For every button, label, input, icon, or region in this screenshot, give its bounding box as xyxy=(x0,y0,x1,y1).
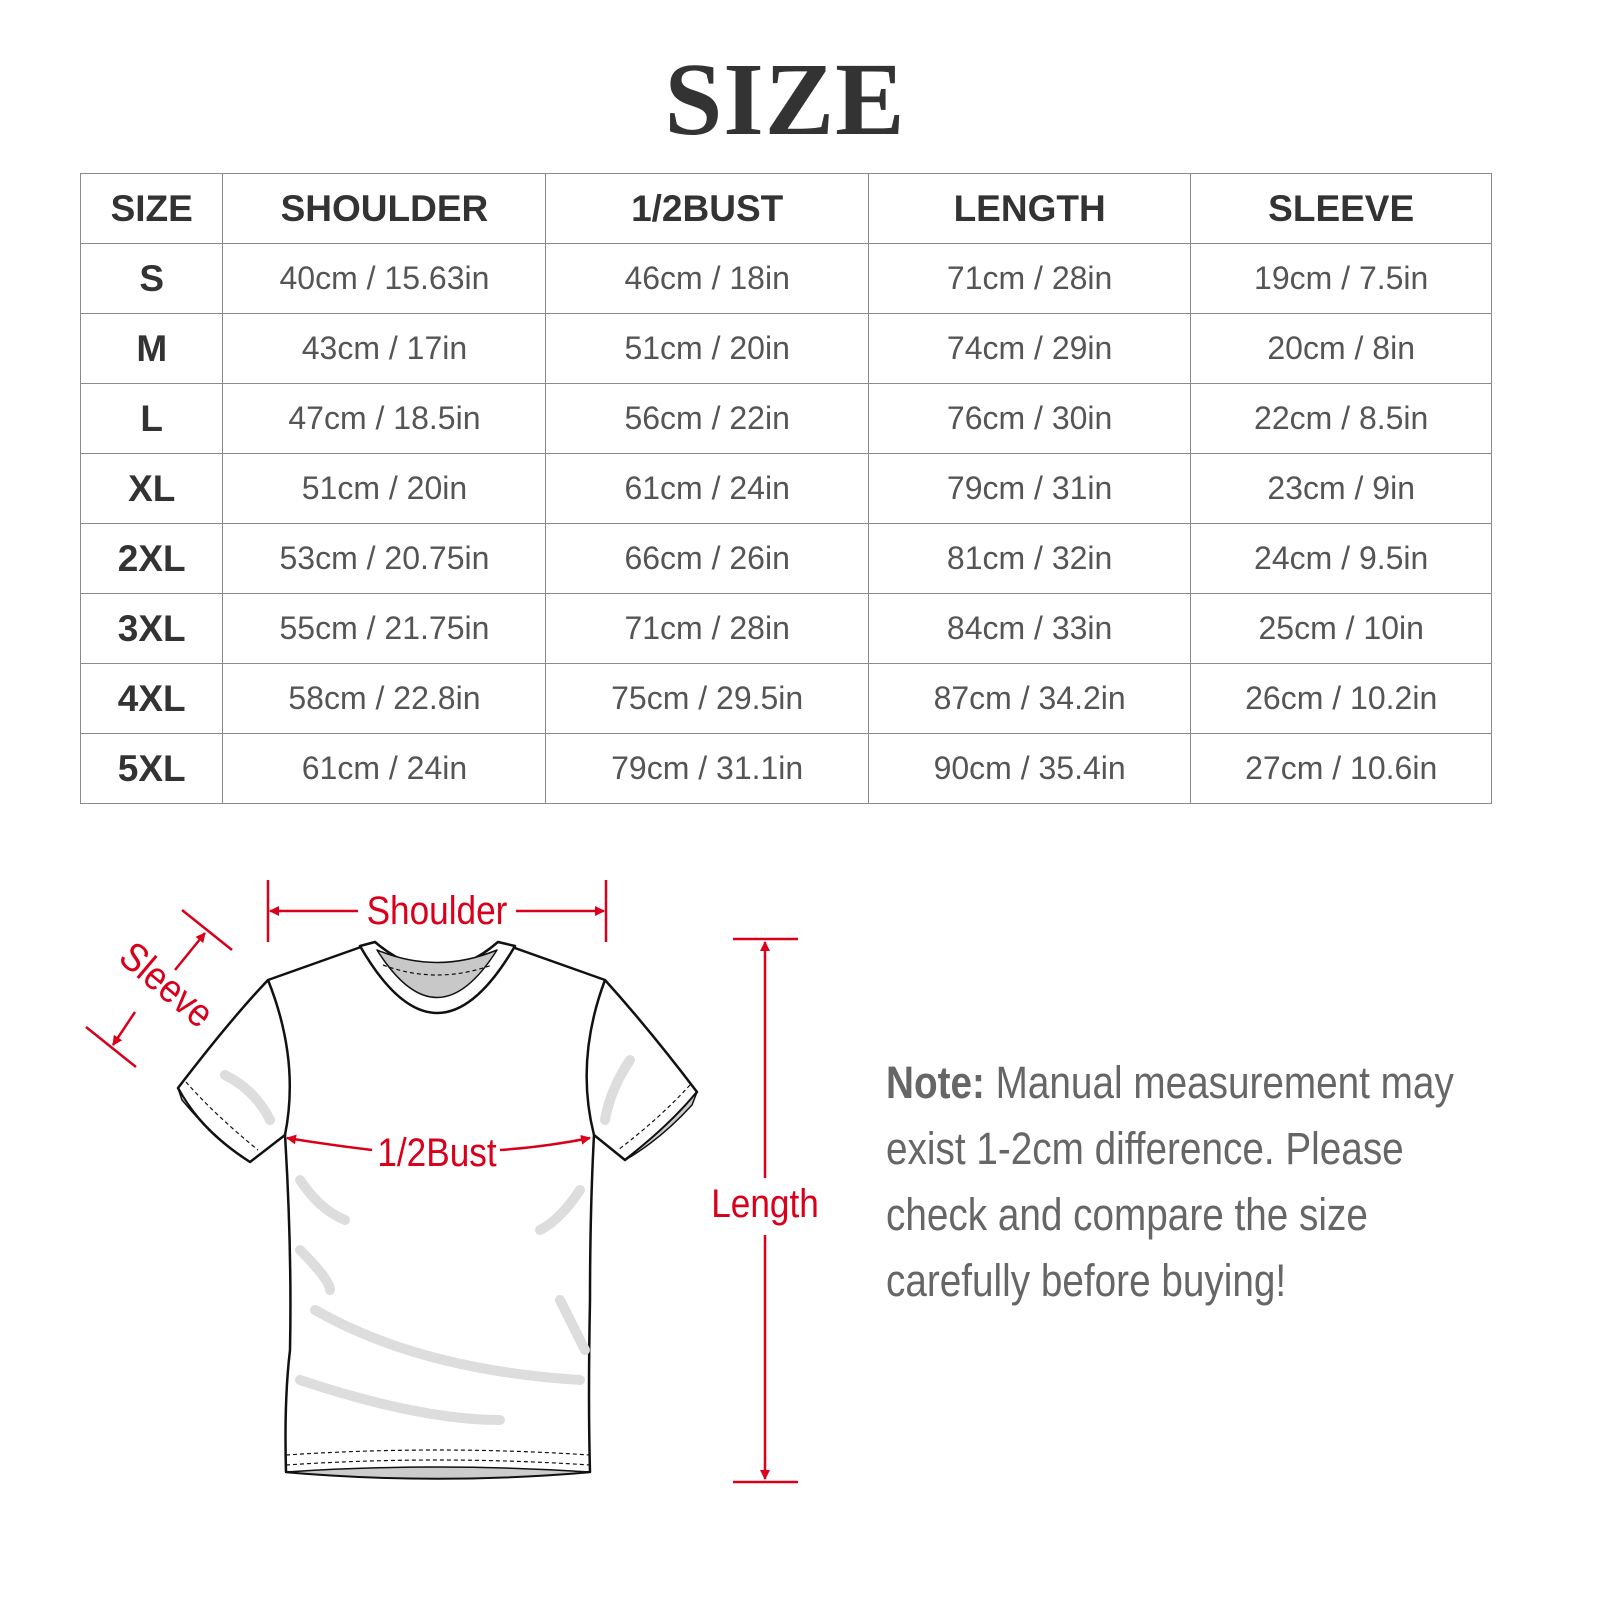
measurement-cell: 79cm / 31in xyxy=(867,453,1192,524)
table-row: XL 51cm / 20in 61cm / 24in 79cm / 31in 23cm … xyxy=(79,453,1492,524)
measurement-cell: 43cm / 17in xyxy=(222,313,547,384)
table-header-row: SIZE SHOULDER 1/2BUST LENGTH SLEEVE xyxy=(79,173,1492,244)
measurement-cell: 22cm / 8.5in xyxy=(1190,383,1492,454)
measurement-cell: 56cm / 22in xyxy=(545,383,869,454)
column-header: LENGTH xyxy=(867,173,1192,244)
measurement-cell: 90cm / 35.4in xyxy=(867,733,1192,804)
size-cell: S xyxy=(79,243,224,314)
table-row: S 40cm / 15.63in 46cm / 18in 71cm / 28in 19c… xyxy=(79,243,1492,314)
measurement-cell: 74cm / 29in xyxy=(867,313,1192,384)
measurement-cell: 71cm / 28in xyxy=(867,243,1192,314)
table-row: 2XL 53cm / 20.75in 66cm / 26in 81cm / 32in 2… xyxy=(79,523,1492,594)
bust-label: 1/2Bust xyxy=(377,1130,497,1175)
table-row: 5XL 61cm / 24in 79cm / 31.1in 90cm / 35.4in… xyxy=(79,733,1492,804)
measurement-cell: 19cm / 7.5in xyxy=(1190,243,1492,314)
table-row: L 47cm / 18.5in 56cm / 22in 76cm / 30in 22cm… xyxy=(79,383,1492,454)
size-cell: XL xyxy=(79,453,224,524)
table-row: 4XL 58cm / 22.8in 75cm / 29.5in 87cm / 34.2… xyxy=(79,663,1492,734)
size-cell: M xyxy=(79,313,224,384)
measurement-cell: 53cm / 20.75in xyxy=(222,523,547,594)
size-cell: L xyxy=(79,383,224,454)
column-header: 1/2BUST xyxy=(545,173,869,244)
measurement-cell: 76cm / 30in xyxy=(867,383,1192,454)
measurement-cell: 84cm / 33in xyxy=(867,593,1192,664)
measurement-cell: 20cm / 8in xyxy=(1190,313,1492,384)
note-body: Manual measurement may exist 1-2cm diffe… xyxy=(886,1057,1454,1306)
measurement-cell: 51cm / 20in xyxy=(222,453,547,524)
measurement-cell: 87cm / 34.2in xyxy=(867,663,1192,734)
measurement-cell: 58cm / 22.8in xyxy=(222,663,547,734)
measurement-cell: 23cm / 9in xyxy=(1190,453,1492,524)
measurement-cell: 26cm / 10.2in xyxy=(1190,663,1492,734)
note-label: Note: xyxy=(886,1057,985,1108)
measurement-cell: 46cm / 18in xyxy=(545,243,869,314)
size-table: SIZE SHOULDER 1/2BUST LENGTH SLEEVE S 40cm / … xyxy=(79,173,1492,804)
measurement-cell: 25cm / 10in xyxy=(1190,593,1492,664)
measurement-annotations xyxy=(85,880,798,1484)
column-header: SLEEVE xyxy=(1190,173,1492,244)
table-row: 3XL 55cm / 21.75in 71cm / 28in 84cm / 33in 2… xyxy=(79,593,1492,664)
table-row: M 43cm / 17in 51cm / 20in 74cm / 29in 20cm /… xyxy=(79,313,1492,384)
measurement-cell: 71cm / 28in xyxy=(545,593,869,664)
size-cell: 4XL xyxy=(79,663,224,734)
tshirt-icon xyxy=(176,940,699,1480)
measurement-cell: 79cm / 31.1in xyxy=(545,733,869,804)
size-cell: 3XL xyxy=(79,593,224,664)
measurement-cell: 40cm / 15.63in xyxy=(222,243,547,314)
measurement-cell: 61cm / 24in xyxy=(222,733,547,804)
measurement-cell: 81cm / 32in xyxy=(867,523,1192,594)
measurement-cell: 27cm / 10.6in xyxy=(1190,733,1492,804)
shoulder-label: Shoulder xyxy=(367,888,508,933)
note-text-block: Note: Manual measurement may exist 1-2cm… xyxy=(886,1050,1488,1314)
measurement-cell: 61cm / 24in xyxy=(545,453,869,524)
page-title: SIZE xyxy=(664,42,906,157)
measurement-cell: 55cm / 21.75in xyxy=(222,593,547,664)
measurement-cell: 24cm / 9.5in xyxy=(1190,523,1492,594)
column-header: SIZE xyxy=(79,173,224,244)
length-label: Length xyxy=(711,1181,819,1226)
size-cell: 5XL xyxy=(79,733,224,804)
measurement-cell: 75cm / 29.5in xyxy=(545,663,869,734)
measurement-cell: 66cm / 26in xyxy=(545,523,869,594)
